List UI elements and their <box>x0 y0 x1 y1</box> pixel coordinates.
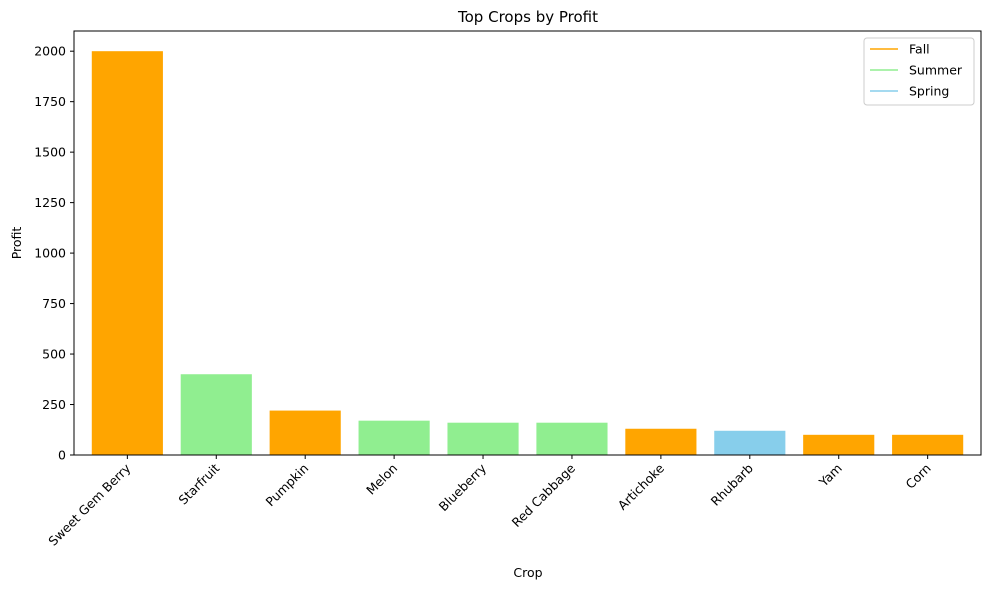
x-tick-label-artichoke: Artichoke <box>615 460 668 513</box>
chart-title: Top Crops by Profit <box>457 8 598 26</box>
bar-pumpkin <box>269 410 341 455</box>
legend-label-summer: Summer <box>909 63 963 78</box>
legend-label-spring: Spring <box>909 84 949 99</box>
x-tick-label-blueberry: Blueberry <box>436 460 490 514</box>
x-tick-label-pumpkin: Pumpkin <box>263 461 312 510</box>
bar-corn <box>892 434 964 455</box>
legend: Fall Summer Spring <box>863 37 975 106</box>
bar-rhubarb <box>714 430 786 455</box>
y-tick-label: 750 <box>42 296 66 311</box>
bar-sweet-gem-berry <box>91 51 163 455</box>
y-tick-label: 1750 <box>34 94 66 109</box>
x-tick-label-sweet-gem-berry: Sweet Gem Berry <box>45 460 134 549</box>
bar-red-cabbage <box>536 422 608 455</box>
y-axis-label: Profit <box>9 227 24 260</box>
legend-label-fall: Fall <box>909 42 930 57</box>
x-tick-label-starfruit: Starfruit <box>175 460 222 507</box>
y-tick-label: 2000 <box>34 44 66 59</box>
y-tick-label: 1000 <box>34 246 66 261</box>
bar-melon <box>358 420 430 455</box>
y-tick-label: 250 <box>42 397 66 412</box>
x-axis: Sweet Gem Berry Starfruit Pumpkin Melon Blue… <box>45 455 934 549</box>
bar-starfruit <box>180 374 252 455</box>
bars-group <box>91 51 964 455</box>
x-tick-label-red-cabbage: Red Cabbage <box>509 460 579 530</box>
y-tick-label: 1500 <box>34 145 66 160</box>
legend-box <box>863 37 975 106</box>
y-axis: 0 250 500 750 1000 1250 1500 1750 2000 <box>34 44 74 463</box>
bar-artichoke <box>625 428 697 455</box>
y-tick-label: 500 <box>42 347 66 362</box>
y-tick-label: 1250 <box>34 195 66 210</box>
x-tick-label-melon: Melon <box>363 461 400 498</box>
bar-yam <box>803 434 875 455</box>
x-tick-label-yam: Yam <box>815 461 845 491</box>
x-axis-label: Crop <box>513 565 542 580</box>
x-tick-label-rhubarb: Rhubarb <box>708 460 756 508</box>
plot-frame <box>73 30 982 456</box>
y-tick-label: 0 <box>58 448 66 463</box>
x-tick-label-corn: Corn <box>903 461 934 492</box>
bar-blueberry <box>447 422 519 455</box>
